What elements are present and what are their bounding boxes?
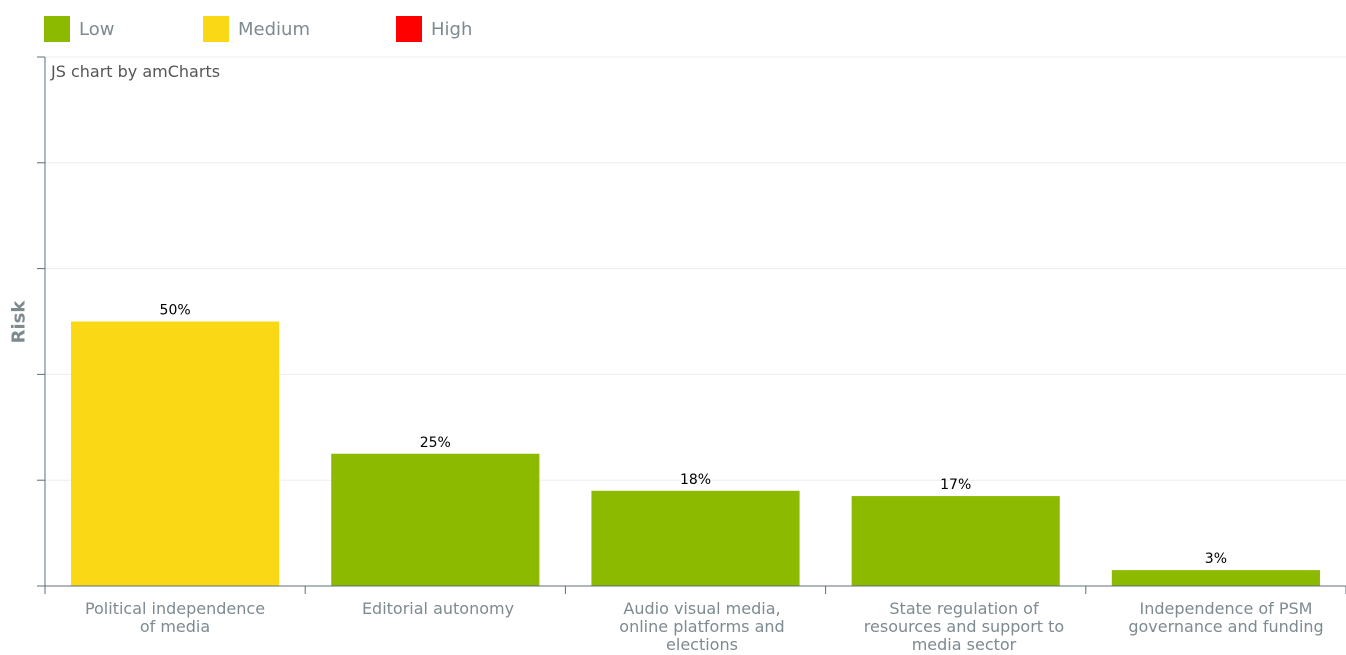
bar[interactable] xyxy=(1111,570,1320,586)
legend-swatch-medium xyxy=(203,16,229,42)
legend-label-low: Low xyxy=(79,18,115,40)
x-tick-label: Editorial autonomy xyxy=(361,599,515,618)
bar[interactable] xyxy=(71,321,280,587)
legend-label-medium: Medium xyxy=(238,18,310,40)
data-label: 50% xyxy=(160,303,191,319)
legend-swatch-low xyxy=(44,16,70,42)
legend-swatch-high xyxy=(396,16,422,42)
bars: 50% 25% 18% 17% 3% xyxy=(71,303,1320,587)
data-label: 25% xyxy=(420,435,451,451)
x-tick-label: State regulation of resources and suppor… xyxy=(863,599,1065,654)
axes xyxy=(37,56,1346,594)
x-tick-label: Political independence of media xyxy=(84,599,266,636)
data-label: 18% xyxy=(680,472,711,488)
x-tick-label: Independence of PSM governance and fundi… xyxy=(1128,599,1324,636)
data-label: 3% xyxy=(1205,551,1227,567)
bar[interactable] xyxy=(851,496,1060,586)
legend-item-high[interactable]: High xyxy=(396,16,472,42)
legend-item-low[interactable]: Low xyxy=(44,16,114,42)
y-axis-label: Risk xyxy=(8,300,30,344)
data-label: 17% xyxy=(940,477,971,493)
x-tick-label: Audio visual media, online platforms and… xyxy=(619,599,785,654)
legend-item-medium[interactable]: Medium xyxy=(203,16,310,42)
amcharts-credit[interactable]: JS chart by amCharts xyxy=(51,62,221,81)
legend-label-high: High xyxy=(431,18,473,40)
bar[interactable] xyxy=(331,453,540,586)
bar[interactable] xyxy=(591,490,800,586)
